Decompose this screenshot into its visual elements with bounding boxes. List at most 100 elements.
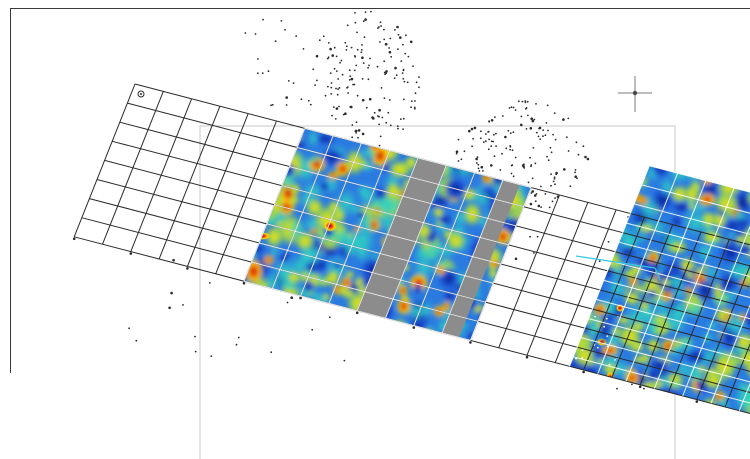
catalog-point (413, 106, 416, 109)
heat-blob (284, 301, 295, 314)
heat-blob (730, 344, 749, 358)
catalog-point (504, 135, 507, 139)
catalog-point (406, 81, 409, 84)
heat-blob (572, 259, 588, 280)
catalog-point (329, 72, 332, 74)
catalog-point (418, 76, 420, 78)
catalog-point (401, 72, 404, 74)
heat-blob (682, 207, 709, 237)
catalog-point (551, 200, 554, 203)
catalog-point (396, 125, 399, 128)
heat-blob (412, 245, 433, 262)
catalog-point (533, 252, 535, 254)
grid-tick (469, 341, 472, 344)
catalog-point (410, 106, 412, 109)
catalog-point (351, 124, 354, 126)
overlay-row-line (573, 356, 750, 404)
catalog-point (373, 111, 376, 114)
catalog-point (237, 336, 240, 339)
catalog-point (539, 138, 542, 141)
patch-overlay-grid (243, 127, 750, 411)
catalog-point (487, 131, 489, 133)
catalog-point (395, 74, 398, 77)
heat-blob (247, 319, 256, 330)
catalog-point (538, 126, 542, 130)
overlay-row-line (266, 223, 494, 284)
heat-blob (721, 218, 744, 234)
catalog-point (337, 78, 340, 80)
catalog-point (244, 32, 247, 34)
catalog-point (532, 147, 535, 149)
heat-blob (343, 246, 357, 258)
catalog-point (488, 138, 490, 141)
heat-blob (248, 186, 266, 208)
heat-blob (728, 165, 747, 179)
catalog-point (337, 88, 339, 91)
speckle (581, 349, 584, 352)
catalog-point (284, 28, 286, 31)
speckle (603, 325, 606, 328)
point-cluster-sparse-left (244, 18, 330, 107)
catalog-point (531, 119, 535, 123)
catalog-point (631, 383, 633, 386)
catalog-point (353, 69, 356, 72)
catalog-point (586, 157, 590, 161)
overlay-column-line (653, 187, 735, 389)
catalog-point (484, 140, 487, 143)
speckle (567, 346, 569, 348)
catalog-point (333, 46, 336, 49)
heat-blob (303, 312, 327, 341)
heat-blob (511, 141, 529, 166)
heat-blob (714, 193, 739, 215)
heat-blob (621, 165, 643, 174)
heat-blob (706, 320, 719, 331)
catalog-point (344, 112, 347, 115)
heat-blob (368, 128, 386, 137)
heat-blob (244, 258, 264, 285)
catalog-point (280, 20, 283, 22)
catalog-point (368, 64, 370, 67)
catalog-point (480, 130, 482, 133)
left-survey-patch (244, 128, 532, 341)
catalog-point (372, 117, 375, 120)
catalog-point (336, 93, 339, 96)
heat-blob (324, 322, 333, 334)
cold-streak (600, 316, 610, 344)
grid-tick (186, 267, 189, 270)
catalog-point (402, 43, 404, 46)
catalog-point (361, 44, 363, 46)
overlay-row-line (603, 279, 750, 320)
heat-blob (260, 181, 285, 201)
catalog-point (527, 114, 529, 117)
catalog-point (335, 107, 339, 110)
catalog-point (354, 130, 357, 133)
catalog-point (576, 177, 578, 180)
catalog-point (524, 108, 527, 110)
catalog-point (339, 61, 341, 64)
heat-blob (416, 132, 433, 152)
speckle (575, 357, 577, 360)
heat-blob (334, 160, 351, 178)
overlay-row-line (588, 318, 750, 362)
catalog-point (598, 260, 601, 263)
catalog-point (378, 123, 380, 126)
catalog-point (552, 180, 555, 183)
catalog-point (397, 33, 400, 36)
heat-blob (642, 396, 663, 415)
catalog-point (457, 138, 460, 141)
heat-blob (644, 218, 655, 230)
catalog-point (495, 145, 497, 148)
heat-blob (643, 315, 662, 339)
catalog-point (403, 98, 405, 101)
hot-spot (323, 220, 337, 232)
catalog-point (407, 55, 410, 58)
catalog-point (172, 258, 175, 262)
heat-blob (485, 135, 506, 150)
catalog-point (510, 164, 513, 167)
heat-blob (246, 323, 263, 336)
catalog-point (505, 147, 508, 150)
catalog-point (345, 45, 348, 48)
heat-blob (408, 133, 428, 154)
